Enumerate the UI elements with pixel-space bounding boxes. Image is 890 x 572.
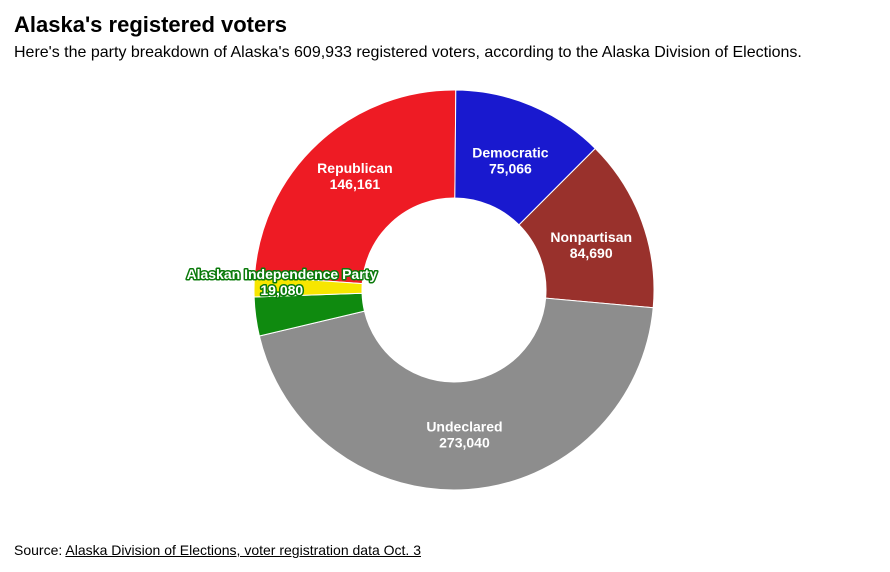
slice-label-name: Alaskan Independence Party — [186, 266, 377, 282]
slice-label-name: Nonpartisan — [550, 229, 632, 245]
slice-label-value: 273,040 — [439, 435, 490, 451]
page-subtitle: Here's the party breakdown of Alaska's 6… — [14, 42, 876, 64]
slice-label-name: Republican — [317, 160, 392, 176]
slice-label-value: 84,690 — [570, 245, 613, 261]
slice-label-value: 146,161 — [330, 176, 381, 192]
page-title: Alaska's registered voters — [14, 12, 876, 38]
donut-slice — [259, 298, 653, 490]
slice-label-value: 19,080 — [260, 282, 303, 298]
source-line: Source: Alaska Division of Elections, vo… — [14, 542, 421, 558]
page-root: Alaska's registered voters Here's the pa… — [0, 0, 890, 572]
donut-svg: Republican146,161 Democratic75,066 Nonpart… — [14, 70, 876, 510]
slice-label-name: Democratic — [472, 144, 548, 160]
slice-label-value: 75,066 — [489, 160, 532, 176]
source-prefix: Source: — [14, 542, 65, 558]
source-link[interactable]: Alaska Division of Elections, voter regi… — [65, 542, 421, 558]
slice-label-name: Undeclared — [426, 419, 502, 435]
donut-chart: Republican146,161 Democratic75,066 Nonpart… — [14, 70, 876, 510]
